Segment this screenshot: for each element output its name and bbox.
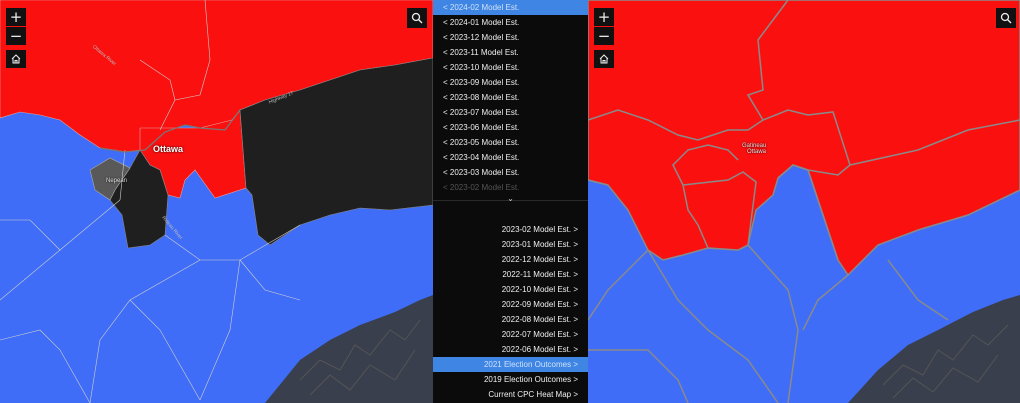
prev-item-2023-02[interactable]: < 2023-02 Model Est. — [443, 183, 520, 192]
prev-item-2024-02[interactable]: < 2024-02 Model Est. — [433, 0, 588, 15]
prev-item-2023-08[interactable]: < 2023-08 Model Est. — [443, 93, 520, 102]
prev-item-2023-06[interactable]: < 2023-06 Model Est. — [443, 123, 520, 132]
left-map-canvas[interactable] — [0, 0, 433, 403]
right-zoom-controls: + − — [594, 8, 614, 45]
next-estimates-list[interactable]: 2023-02 Model Est. > 2023-01 Model Est. … — [433, 222, 588, 402]
home-icon — [11, 54, 21, 64]
terrain-shading — [848, 295, 1020, 403]
red-riding-center[interactable] — [682, 171, 757, 251]
city-label-gatineau: Gatineau — [742, 143, 767, 149]
gray-riding-nepean[interactable] — [89, 157, 131, 201]
next-item-2021-election[interactable]: 2021 Election Outcomes > — [433, 357, 588, 372]
right-zoom-out-button[interactable]: − — [594, 27, 614, 45]
next-item-2022-07[interactable]: 2022-07 Model Est. > — [501, 330, 578, 339]
city-label-ottawa: Ottawa — [153, 144, 184, 154]
search-icon — [411, 12, 423, 24]
right-home-button[interactable] — [594, 50, 614, 68]
prev-item-2023-10[interactable]: < 2023-10 Model Est. — [443, 63, 520, 72]
prev-item-2023-12[interactable]: < 2023-12 Model Est. — [443, 33, 520, 42]
left-zoom-out-button[interactable]: − — [6, 27, 26, 45]
chevron-down-icon[interactable]: ⌄ — [507, 194, 514, 203]
next-item-2023-01[interactable]: 2023-01 Model Est. > — [501, 240, 578, 249]
home-icon — [599, 54, 609, 64]
time-slider-panel: < 2024-02 Model Est. < 2024-01 Model Est… — [433, 0, 588, 403]
terrain-shading — [265, 295, 433, 403]
riding-boundaries — [588, 0, 1020, 403]
left-search-button[interactable] — [407, 8, 427, 28]
next-item-2022-06[interactable]: 2022-06 Model Est. > — [501, 345, 578, 354]
next-item-2022-11[interactable]: 2022-11 Model Est. > — [502, 270, 578, 279]
right-search-button[interactable] — [996, 8, 1016, 28]
previous-estimates-list[interactable]: < 2024-02 Model Est. < 2024-01 Model Est… — [433, 0, 588, 201]
prev-item-2024-01[interactable]: < 2024-01 Model Est. — [443, 18, 520, 27]
search-icon — [1000, 12, 1012, 24]
next-item-2023-02[interactable]: 2023-02 Model Est. > — [501, 225, 578, 234]
left-map[interactable]: Ottawa Nepean Ottawa River Highway 17 Ri… — [0, 0, 433, 403]
city-label-ottawa: Ottawa — [747, 149, 767, 155]
prev-item-2023-07[interactable]: < 2023-07 Model Est. — [443, 108, 520, 117]
prev-item-2023-05[interactable]: < 2023-05 Model Est. — [443, 138, 520, 147]
dark-region-east[interactable] — [239, 57, 433, 246]
right-map[interactable]: Gatineau Ottawa + − — [588, 0, 1020, 403]
right-map-canvas[interactable] — [588, 0, 1020, 403]
terrain-texture — [882, 324, 1009, 399]
next-item-2022-08[interactable]: 2022-08 Model Est. > — [501, 315, 578, 324]
next-item-2019-election[interactable]: 2019 Election Outcomes > — [483, 375, 578, 384]
right-zoom-in-button[interactable]: + — [594, 8, 614, 26]
left-zoom-in-button[interactable]: + — [6, 8, 26, 26]
prev-item-2023-09[interactable]: < 2023-09 Model Est. — [443, 78, 520, 87]
prev-item-2023-03[interactable]: < 2023-03 Model Est. — [443, 168, 520, 177]
city-label-nepean: Nepean — [106, 178, 128, 184]
next-item-2022-12[interactable]: 2022-12 Model Est. > — [501, 255, 578, 264]
next-item-2022-09[interactable]: 2022-09 Model Est. > — [501, 300, 578, 309]
left-home-button[interactable] — [6, 50, 26, 68]
prev-item-2023-04[interactable]: < 2023-04 Model Est. — [443, 153, 520, 162]
next-item-2022-10[interactable]: 2022-10 Model Est. > — [501, 285, 578, 294]
terrain-texture — [299, 319, 421, 396]
riding-boundaries — [0, 0, 301, 403]
river-line — [99, 109, 241, 153]
next-item-cpc-heat-map[interactable]: Current CPC Heat Map > — [488, 390, 578, 399]
prev-item-2023-11[interactable]: < 2023-11 Model Est. — [443, 48, 519, 57]
left-zoom-controls: + − — [6, 8, 26, 45]
